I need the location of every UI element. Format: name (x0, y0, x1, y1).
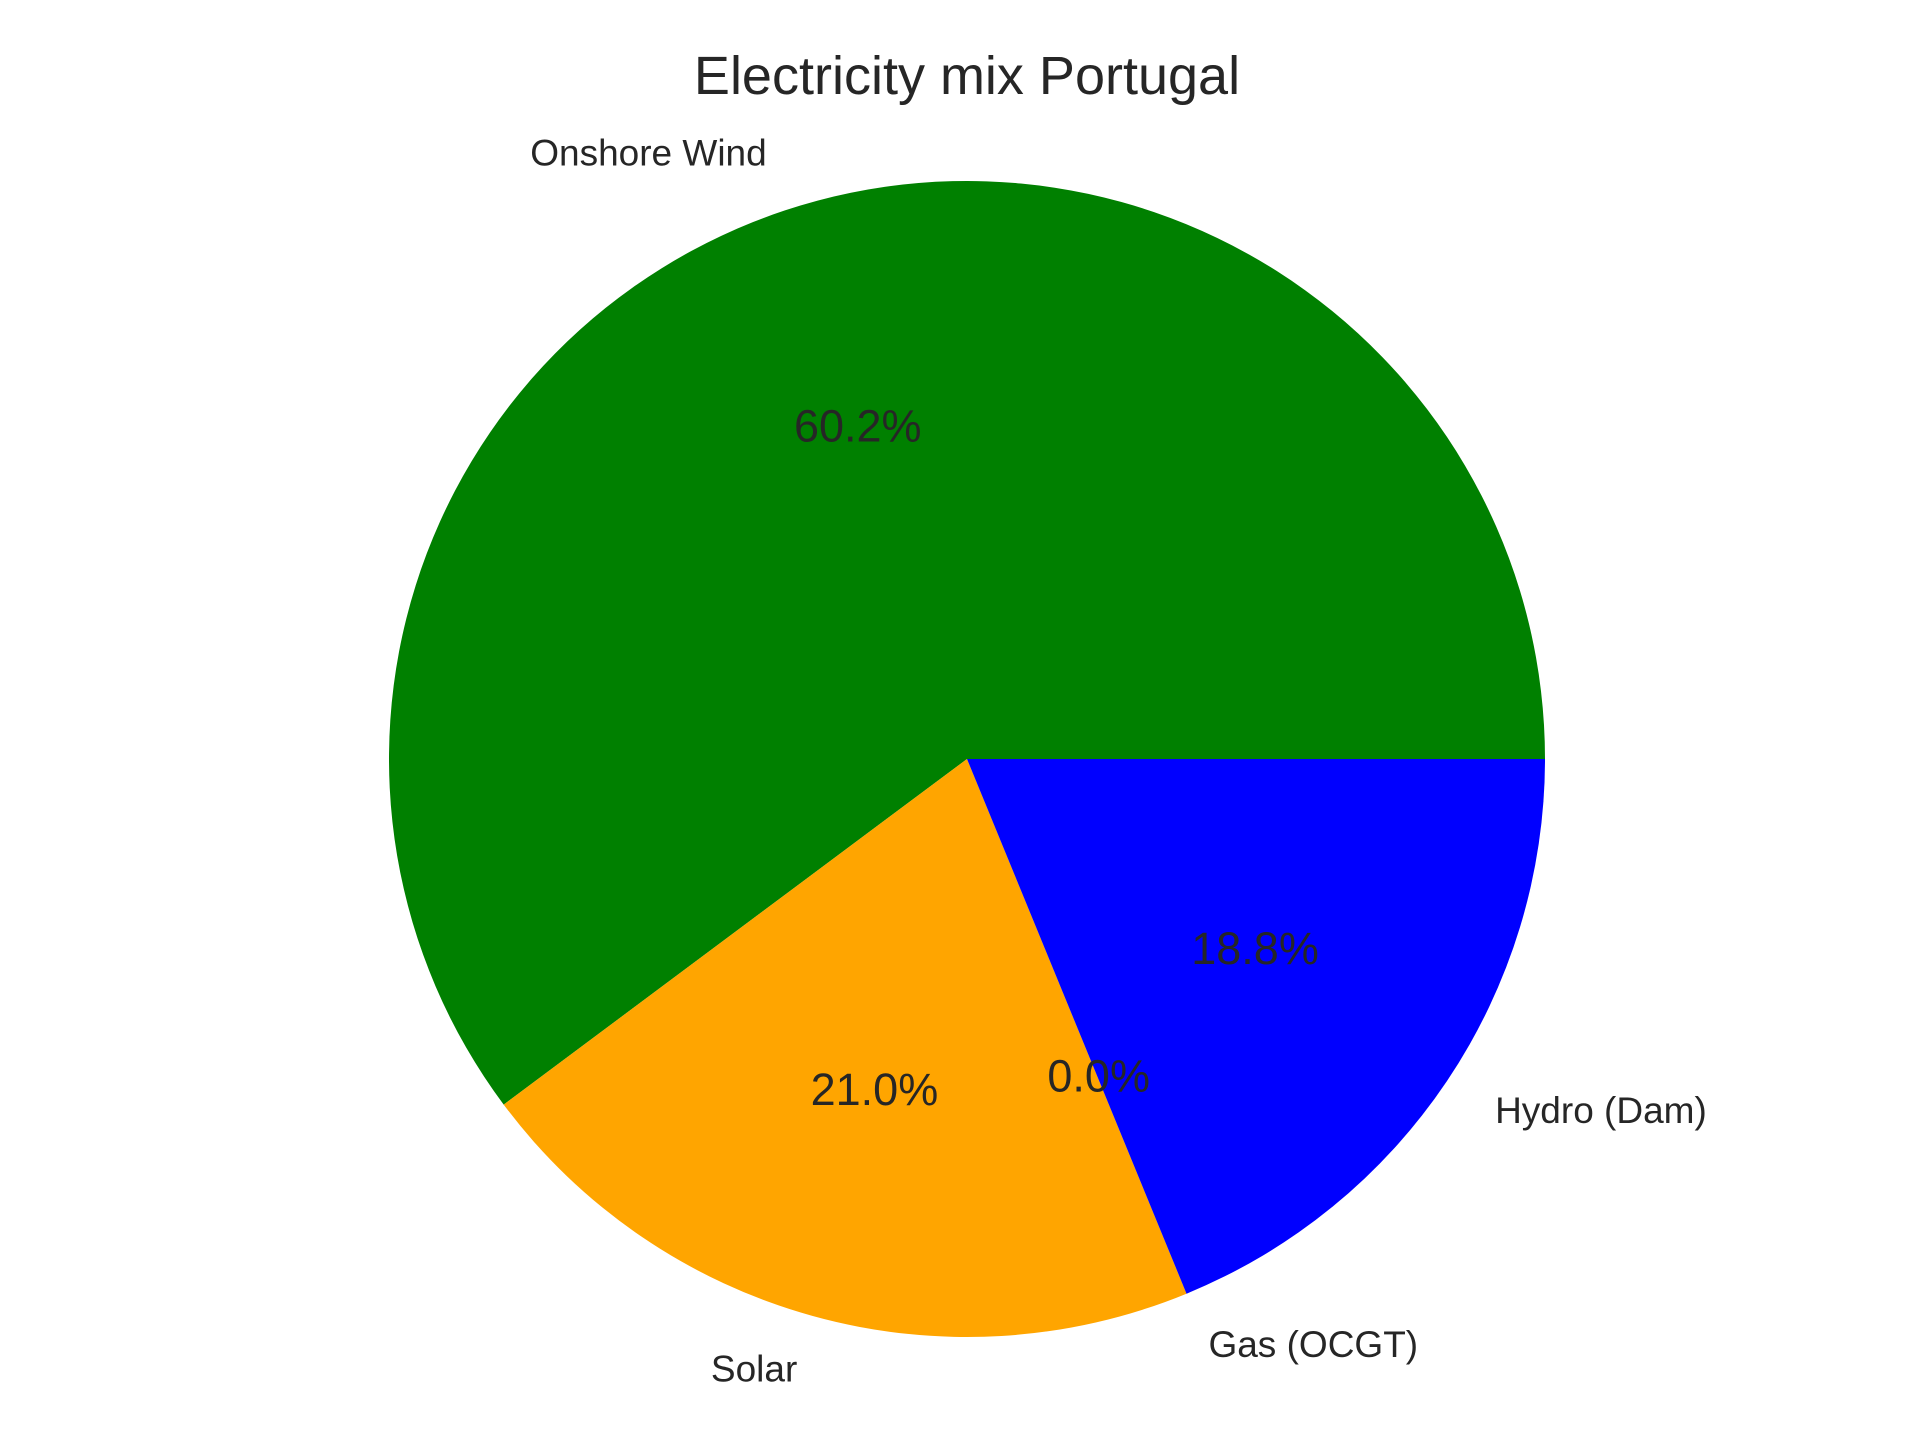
pie-slice-solar (503, 759, 1187, 1337)
slice-label-onshore-wind: Onshore Wind (530, 132, 767, 173)
slice-percent-hydro-dam: 18.8% (1191, 923, 1319, 974)
slice-label-hydro-dam: Hydro (Dam) (1495, 1090, 1707, 1131)
slice-percent-solar: 21.0% (811, 1064, 939, 1115)
pie-slices (388, 181, 1545, 1337)
pie-slice-hydro-dam (967, 759, 1545, 1294)
pie-slice-onshore-wind (388, 181, 1545, 1105)
slice-label-solar: Solar (711, 1349, 797, 1390)
slice-percent-onshore-wind: 60.2% (794, 401, 922, 452)
pie-labels: Onshore Wind 60.2% Solar 21.0% Gas (OCGT) 0.0… (530, 132, 1707, 1389)
chart-title: Electricity mix Portugal (694, 46, 1240, 106)
slice-label-gas-ocgt: Gas (OCGT) (1208, 1324, 1418, 1365)
slice-percent-gas-ocgt: 0.0% (1047, 1051, 1150, 1102)
